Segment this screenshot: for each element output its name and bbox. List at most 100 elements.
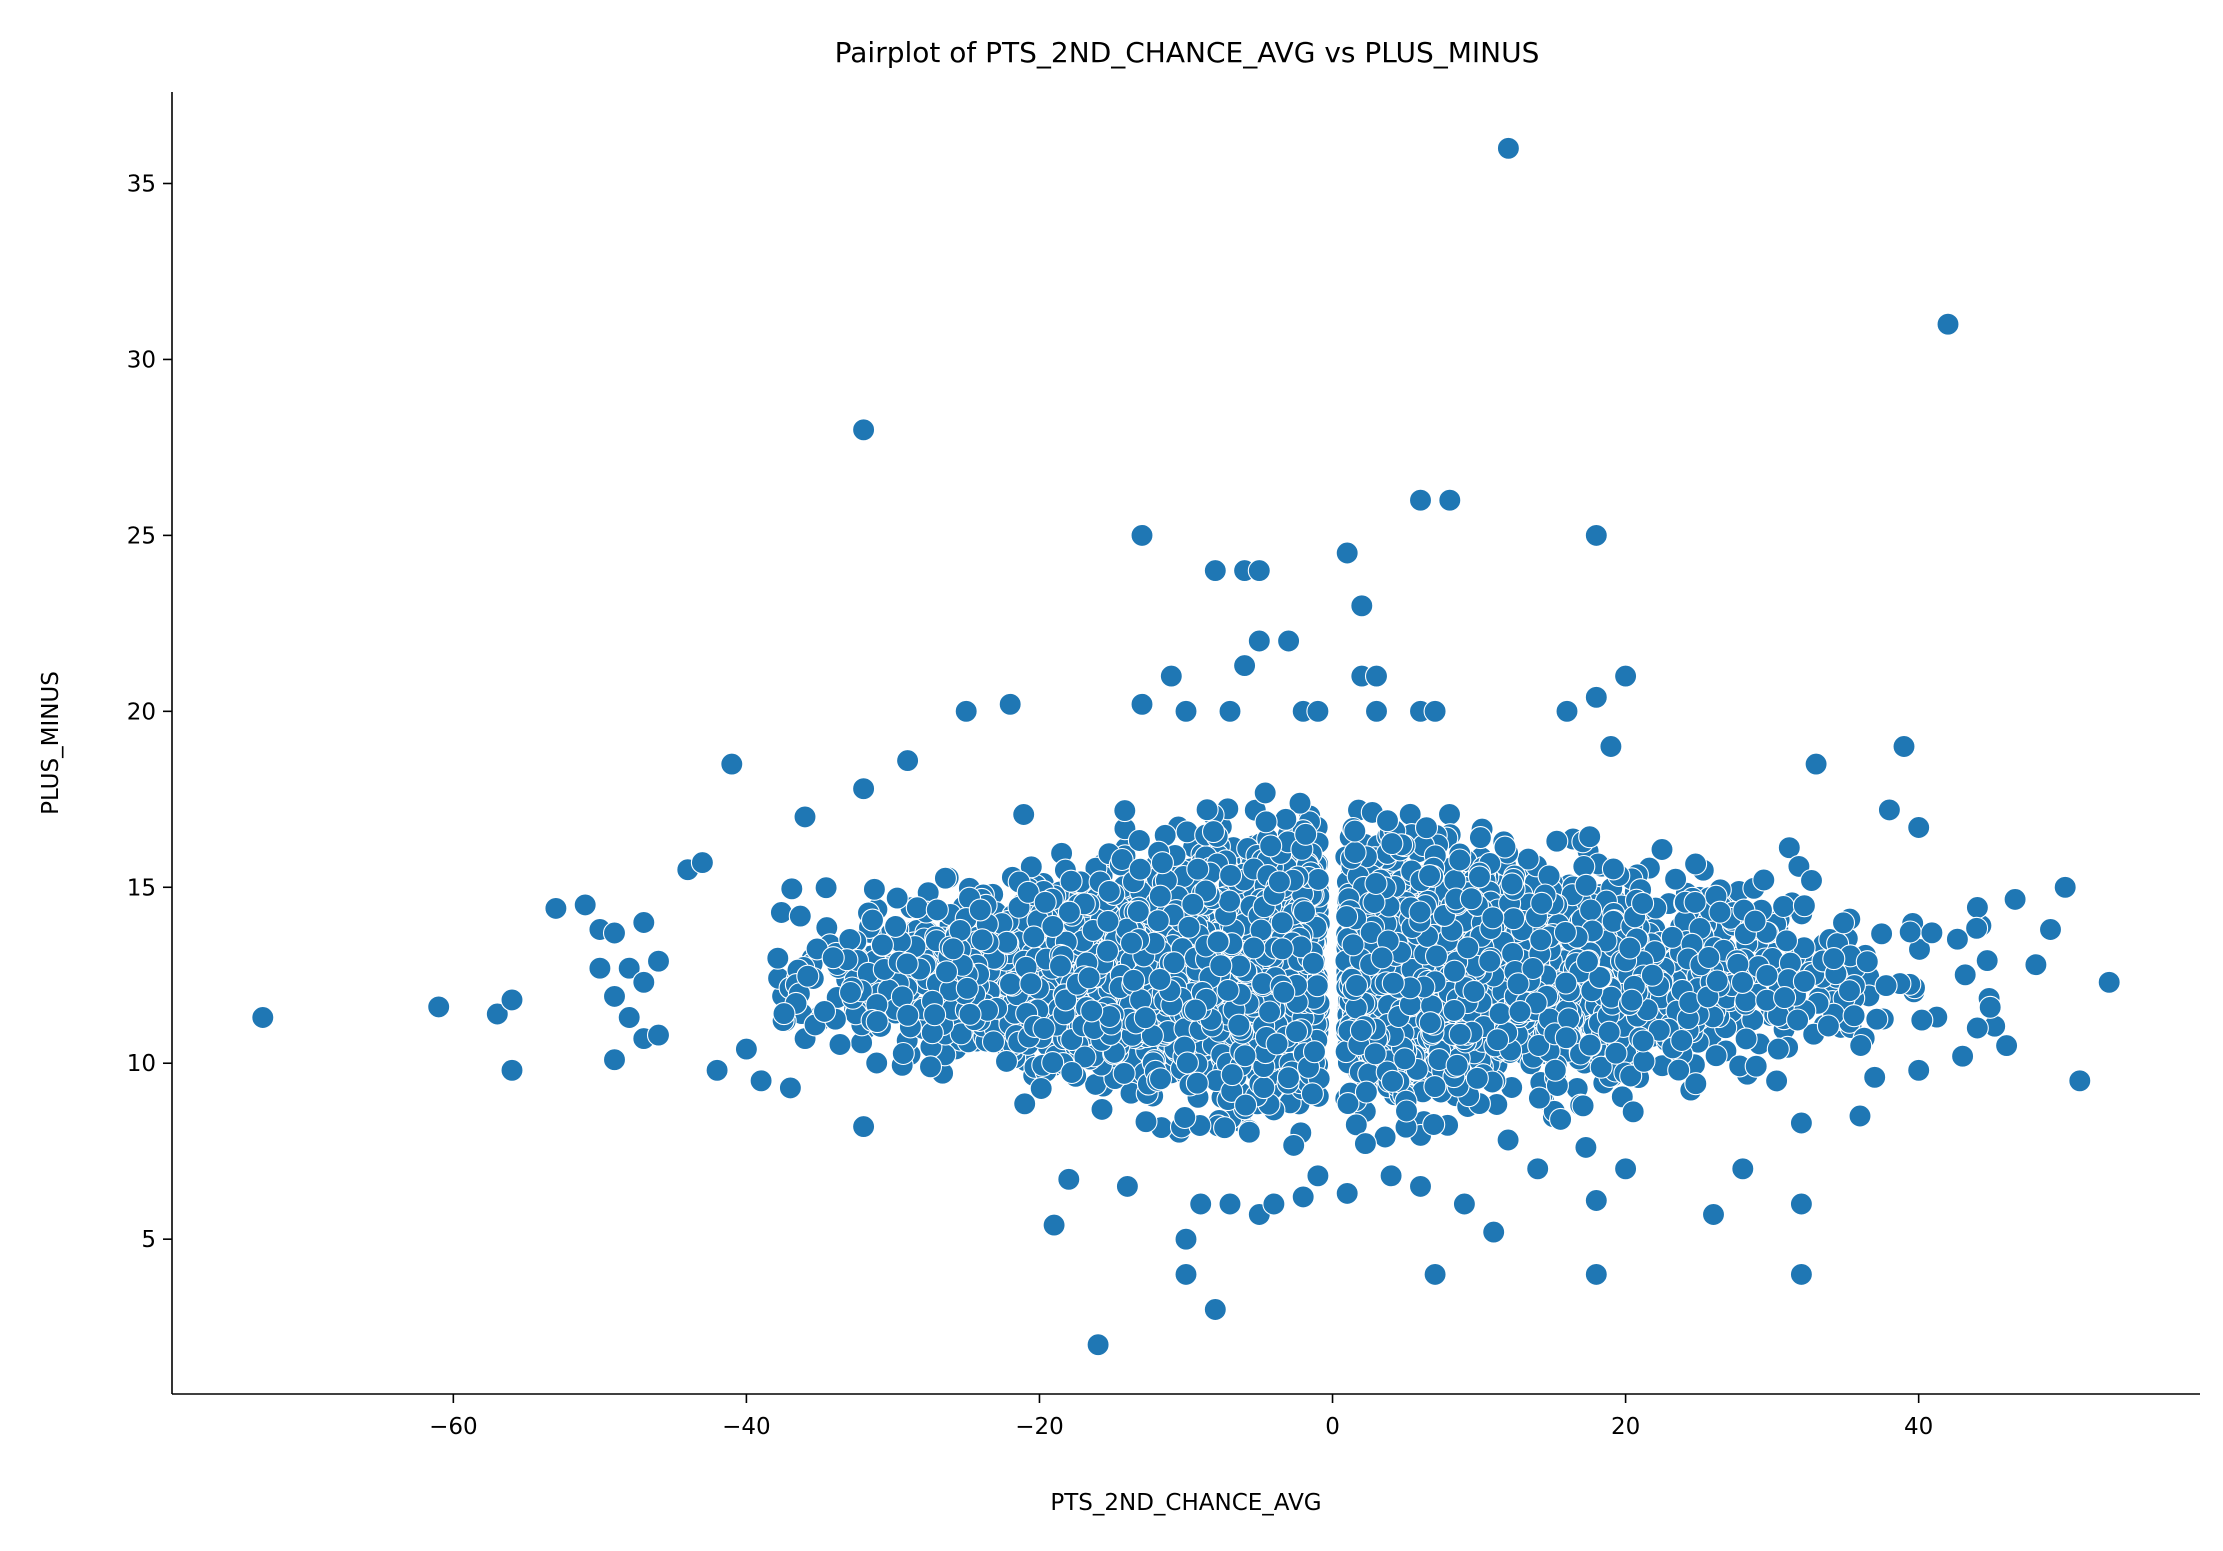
scatter-point <box>1578 825 1602 849</box>
scatter-point <box>970 928 994 952</box>
scatter-point <box>1305 974 1329 998</box>
scatter-point <box>1300 1082 1324 1106</box>
scatter-point <box>1218 889 1242 913</box>
scatter-point <box>1619 1064 1643 1088</box>
scatter-point <box>1965 895 1989 920</box>
scatter-point <box>1150 851 1174 875</box>
scatter-point <box>1597 1020 1621 1044</box>
scatter-point <box>1752 868 1776 892</box>
scatter-point <box>870 933 894 957</box>
scatter-point <box>1571 1094 1595 1118</box>
scatter-point <box>1822 947 1846 971</box>
scatter-point <box>1772 894 1796 919</box>
scatter-point <box>1870 922 1894 946</box>
scatter-point <box>1343 819 1367 843</box>
scatter-point <box>1343 840 1367 865</box>
scatter-point <box>1022 925 1046 949</box>
scatter-point <box>994 1049 1019 1073</box>
scatter-point <box>1468 826 1492 850</box>
scatter-point <box>1258 1000 1282 1024</box>
scatter-point <box>1373 1125 1397 1149</box>
scatter-point <box>788 904 812 928</box>
scatter-point <box>1294 822 1318 846</box>
scatter-point <box>891 1041 915 1066</box>
scatter-point <box>1254 810 1278 834</box>
scatter-point <box>1953 963 1977 987</box>
scatter-point <box>1898 920 1922 944</box>
scatter-point <box>1650 837 1674 862</box>
scatter-point <box>1274 807 1298 831</box>
scatter-point <box>1667 1058 1691 1082</box>
scatter-point <box>1234 1093 1258 1117</box>
scatter-point <box>1816 1014 1840 1038</box>
scatter-point <box>885 886 909 910</box>
scatter-point <box>1335 905 1359 929</box>
scatter-point <box>1219 863 1243 887</box>
scatter-point <box>1237 1120 1261 1144</box>
scatter-point <box>769 900 793 925</box>
scatter-point <box>1353 1132 1377 1156</box>
scatter-point <box>1588 965 1612 989</box>
scatter-point <box>1306 867 1330 891</box>
scatter-point <box>1488 1002 1512 1026</box>
scatter-point <box>933 866 957 890</box>
scatter-point <box>1282 1133 1306 1157</box>
scatter-point <box>1016 880 1040 904</box>
scatter-point <box>918 1055 943 1079</box>
scatter-point <box>1837 979 1862 1003</box>
scatter-point <box>1537 864 1561 888</box>
scatter-point <box>1486 1028 1510 1052</box>
scatter-point <box>1393 1047 1417 1071</box>
scatter-point <box>1175 1051 1199 1075</box>
scatter-point <box>1842 1004 1866 1028</box>
scatter-point <box>862 877 886 901</box>
scatter-point <box>1336 1092 1360 1116</box>
scatter-point <box>1978 995 2002 1019</box>
scatter-point <box>796 964 820 988</box>
scatter-point <box>1734 1027 1758 1051</box>
scatter-point <box>1765 1069 1789 1093</box>
scatter-point <box>1792 894 1816 918</box>
scatter-point <box>905 896 929 920</box>
scatter-point <box>766 946 790 970</box>
scatter-point <box>1831 911 1856 935</box>
scatter-point <box>1683 890 1707 914</box>
scatter-point <box>896 1003 920 1027</box>
scatter-point <box>1730 970 1755 994</box>
scatter-point <box>1604 1041 1628 1065</box>
scatter-point <box>1467 865 1492 889</box>
scatter-point <box>1465 1066 1489 1090</box>
scatter-point <box>780 877 804 901</box>
scatter-point <box>1437 802 1462 826</box>
scatter-point <box>1090 1097 1114 1121</box>
scatter-point <box>1849 1033 1873 1058</box>
scatter-point <box>1774 929 1799 953</box>
scatter-point <box>1344 1113 1368 1137</box>
scatter-point <box>1527 1086 1551 1110</box>
chart-title: Pairplot of PTS_2ND_CHANCE_AVG vs PLUS_M… <box>835 36 1540 69</box>
scatter-point <box>1574 1135 1598 1159</box>
scatter-point <box>1743 909 1767 933</box>
scatter-point <box>860 908 885 932</box>
scatter-point <box>1496 1128 1520 1152</box>
scatter-point <box>1201 820 1226 844</box>
scatter-point <box>1799 868 1824 893</box>
scatter-point <box>998 972 1023 996</box>
scatter-point <box>1766 1037 1790 1061</box>
data-points <box>251 136 2121 1357</box>
scatter-point <box>1545 829 1569 853</box>
scatter-point <box>2003 887 2027 911</box>
scatter-point <box>1012 802 1036 827</box>
scatter-point <box>838 927 862 951</box>
scatter-point <box>1019 855 1043 879</box>
scatter-point <box>1502 907 1526 931</box>
scatter-point <box>1704 1044 1728 1068</box>
scatter-point <box>1213 1116 1237 1140</box>
scatter-point <box>1744 1054 1768 1078</box>
scatter-point <box>1259 834 1283 858</box>
scatter-point <box>1380 832 1404 856</box>
scatter-point <box>1375 809 1400 833</box>
scatter-point <box>1549 1107 1573 1131</box>
scatter-point <box>1127 828 1151 853</box>
